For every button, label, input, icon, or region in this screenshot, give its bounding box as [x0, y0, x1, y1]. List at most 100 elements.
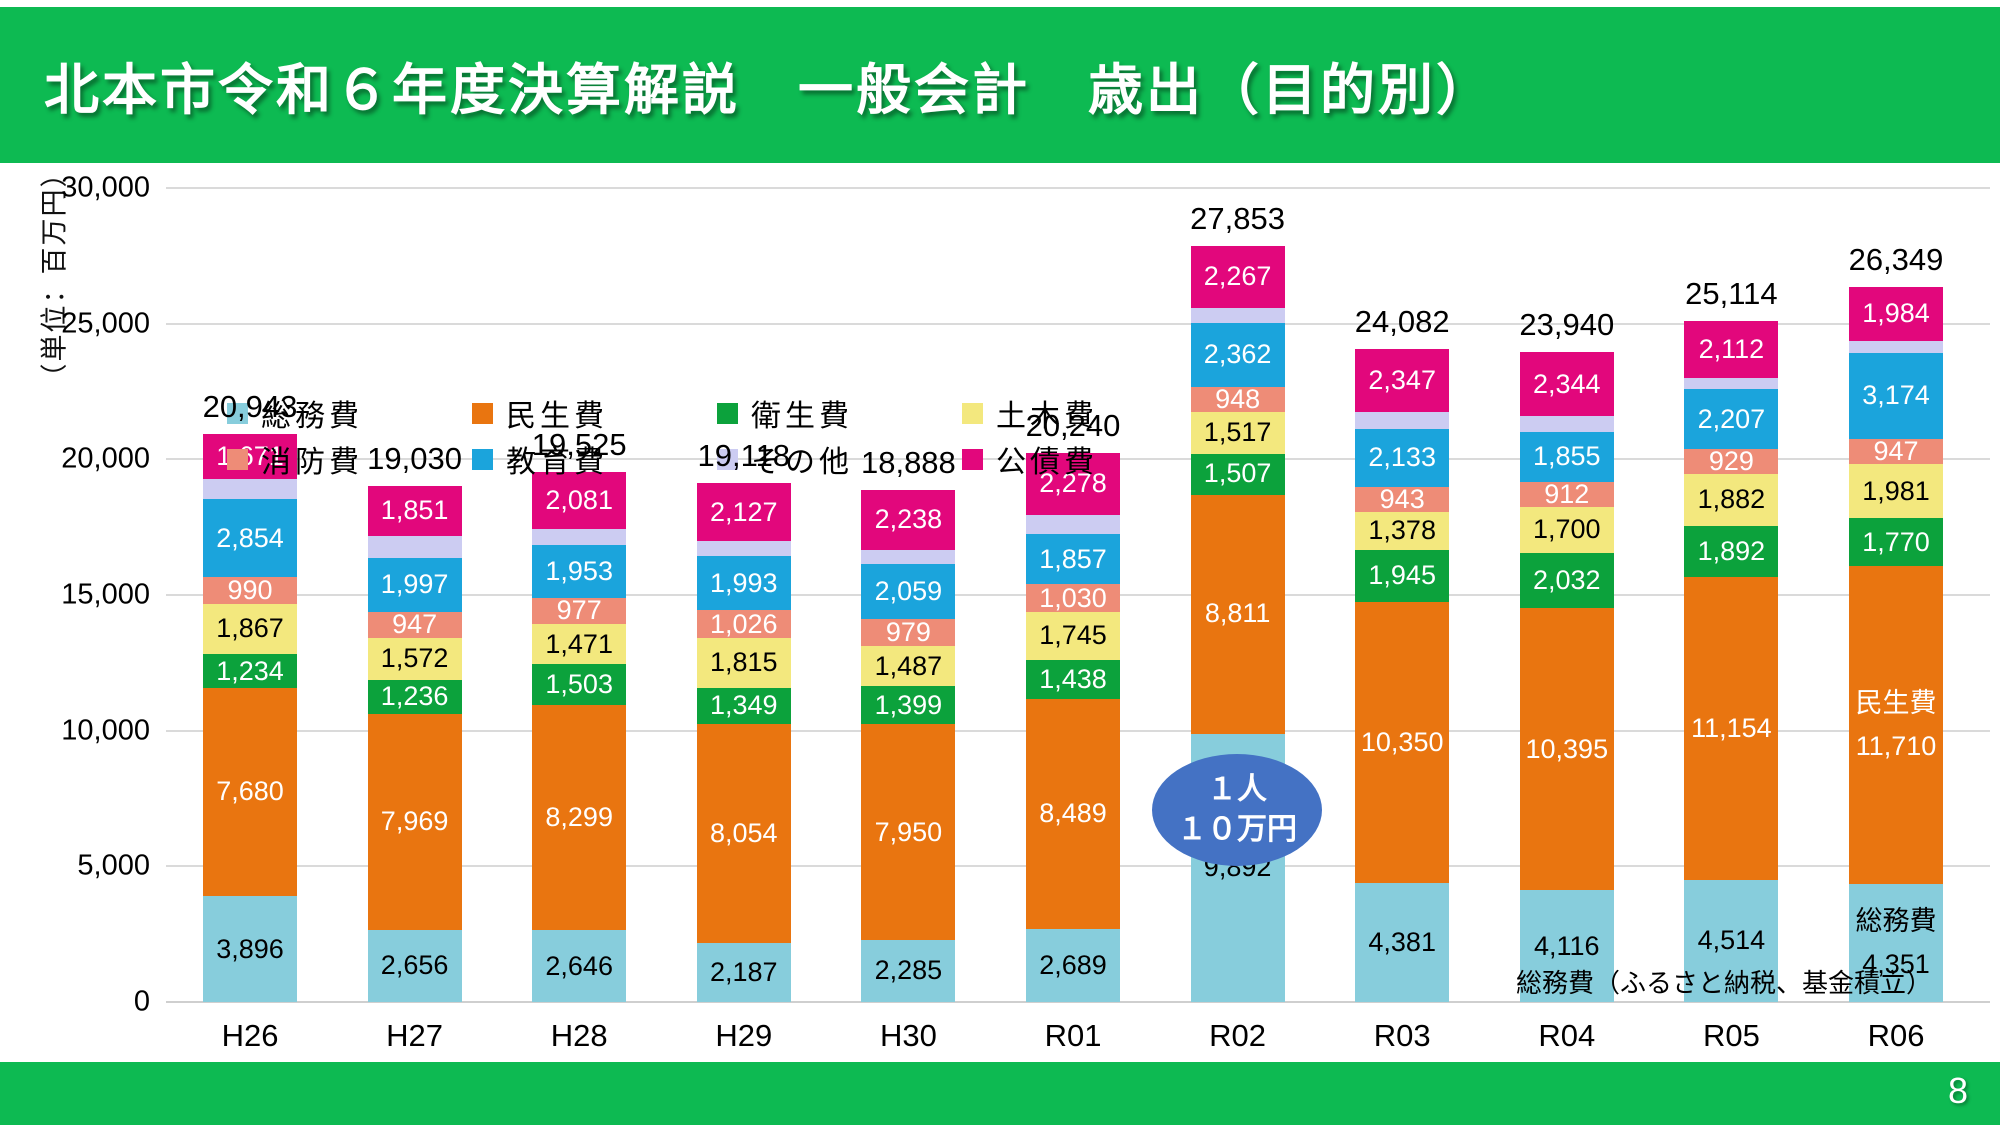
- x-axis-line: [166, 1001, 1990, 1003]
- segment-series-name-label: 総務費: [1855, 905, 1937, 936]
- y-axis-tick-label: 30,000: [61, 171, 150, 204]
- legend-swatch: [717, 402, 738, 424]
- segment-value: 1,855: [1533, 441, 1601, 472]
- segment-value-label: 1,993: [710, 562, 778, 605]
- bar-segment: 1,857: [1026, 534, 1120, 585]
- segment-value-label: 929: [1709, 440, 1754, 483]
- legend-swatch: [717, 448, 738, 470]
- segment-value: 4,116: [1534, 930, 1600, 961]
- bar-total-label: 24,082: [1354, 303, 1450, 339]
- segment-value: 979: [885, 617, 931, 648]
- segment-value: 1,745: [1039, 620, 1107, 651]
- legend-label: 教育費: [506, 446, 608, 479]
- segment-value-label: 1,997: [381, 563, 449, 606]
- segment-value: 1,984: [1862, 298, 1930, 329]
- segment-value: 1,487: [874, 650, 943, 681]
- segment-value-label: 1,892: [1698, 530, 1766, 573]
- x-axis-tick-label: R06: [1867, 1018, 1925, 1053]
- bar-segment: 1,993: [696, 556, 791, 611]
- segment-value: 1,770: [1862, 526, 1930, 557]
- segment-value: 2,646: [545, 950, 613, 981]
- segment-value-label: 1,399: [875, 684, 943, 727]
- segment-value: 2,362: [1203, 339, 1272, 370]
- segment-value-label: 8,489: [1039, 792, 1107, 835]
- bar-segment: 2,207: [1684, 389, 1779, 450]
- bar-segment: 8,811: [1190, 494, 1285, 734]
- segment-value: 1,399: [874, 689, 943, 720]
- y-axis-tick-label: 5,000: [77, 849, 150, 882]
- bar-segment: 947: [1849, 436, 1943, 466]
- segment-value-label: 2,344: [1533, 363, 1601, 406]
- segment-value: 4,381: [1368, 926, 1436, 957]
- bar-segment: 979: [861, 617, 956, 647]
- segment-value-label: 11,154: [1691, 707, 1772, 750]
- segment-value: 3,896: [216, 933, 284, 964]
- segment-value-label: 民生費 11,710: [1856, 682, 1937, 768]
- segment-value-label: 1,517: [1204, 411, 1272, 454]
- segment-value-label: 8,054: [710, 812, 778, 855]
- bar-segment: 4,381: [1355, 883, 1450, 1002]
- legend-item: 公債費: [962, 436, 1098, 482]
- segment-value: 943: [1379, 483, 1425, 514]
- segment-value-label: 1,572: [381, 637, 449, 680]
- bar-segment: 8,054: [696, 724, 791, 943]
- segment-value: 990: [227, 574, 273, 605]
- segment-value-label: 8,811: [1205, 592, 1271, 635]
- bar-segment: 2,059: [861, 563, 956, 620]
- y-axis-tick-label: 20,000: [61, 442, 150, 475]
- segment-value-label: 10,395: [1526, 728, 1609, 771]
- x-axis-tick-label: R02: [1209, 1018, 1267, 1053]
- segment-value: 1,981: [1862, 475, 1930, 506]
- legend-swatch: [962, 448, 983, 470]
- bar-segment: [1684, 377, 1779, 390]
- bar-segment: 7,680: [203, 687, 297, 897]
- header-band: 北本市令和６年度決算解説 一般会計 歳出（目的別）: [0, 7, 2000, 163]
- segment-value: 2,656: [380, 950, 449, 981]
- bar-segment: 1,953: [532, 544, 627, 598]
- segment-value-label: 948: [1215, 378, 1260, 421]
- bar-segment: [1519, 416, 1614, 432]
- bar-segment: [367, 535, 462, 558]
- segment-value-label: 2,032: [1533, 559, 1601, 602]
- segment-value: 948: [1215, 384, 1261, 415]
- legend-swatch: [227, 402, 248, 424]
- bar-segment: 民生費 11,710: [1849, 566, 1943, 884]
- segment-value: 1,572: [380, 643, 449, 674]
- segment-value-label: 1,507: [1204, 452, 1272, 495]
- segment-value-label: 1,349: [710, 684, 778, 727]
- segment-value: 1,438: [1039, 663, 1107, 694]
- bar-segment: 1,882: [1684, 474, 1779, 526]
- bar-segment: 3,174: [1849, 352, 1943, 439]
- segment-value: 1,234: [216, 655, 284, 686]
- legend-item: 総務費: [227, 390, 363, 436]
- bar-segment: 2,112: [1684, 320, 1779, 378]
- bar-total-label: 19,525: [531, 427, 627, 463]
- segment-value: 1,471: [545, 628, 613, 659]
- page-number: 8: [1947, 1070, 1968, 1111]
- legend-swatch: [472, 402, 493, 424]
- bar-segment: 10,395: [1519, 608, 1614, 891]
- segment-value-label: 2,285: [875, 949, 943, 992]
- bar-segment: 2,133: [1355, 428, 1450, 487]
- legend-item: 教育費: [472, 436, 608, 482]
- bar-segment: 1,981: [1849, 464, 1943, 519]
- segment-value: 1,517: [1203, 417, 1272, 448]
- gridline: [166, 322, 1990, 325]
- segment-value: 2,854: [216, 522, 284, 553]
- segment-value: 2,267: [1203, 261, 1272, 292]
- segment-value: 1,993: [710, 567, 778, 598]
- segment-value-label: 2,059: [875, 570, 943, 613]
- bar-segment: 1,851: [367, 485, 462, 536]
- segment-value-label: 4,116: [1534, 925, 1600, 968]
- x-axis-tick-label: R04: [1538, 1018, 1596, 1053]
- legend-label: 公債費: [996, 446, 1098, 479]
- bar-total-label: 19,030: [367, 440, 462, 476]
- bar-segment: 1,030: [1026, 583, 1120, 613]
- segment-value-label: 1,471: [545, 623, 613, 666]
- bar-segment: 1,487: [861, 645, 956, 687]
- segment-value: 1,236: [380, 681, 449, 712]
- segment-value: 10,350: [1360, 727, 1444, 758]
- bar-segment: 10,350: [1355, 602, 1450, 884]
- bar-segment: 2,267: [1190, 246, 1285, 308]
